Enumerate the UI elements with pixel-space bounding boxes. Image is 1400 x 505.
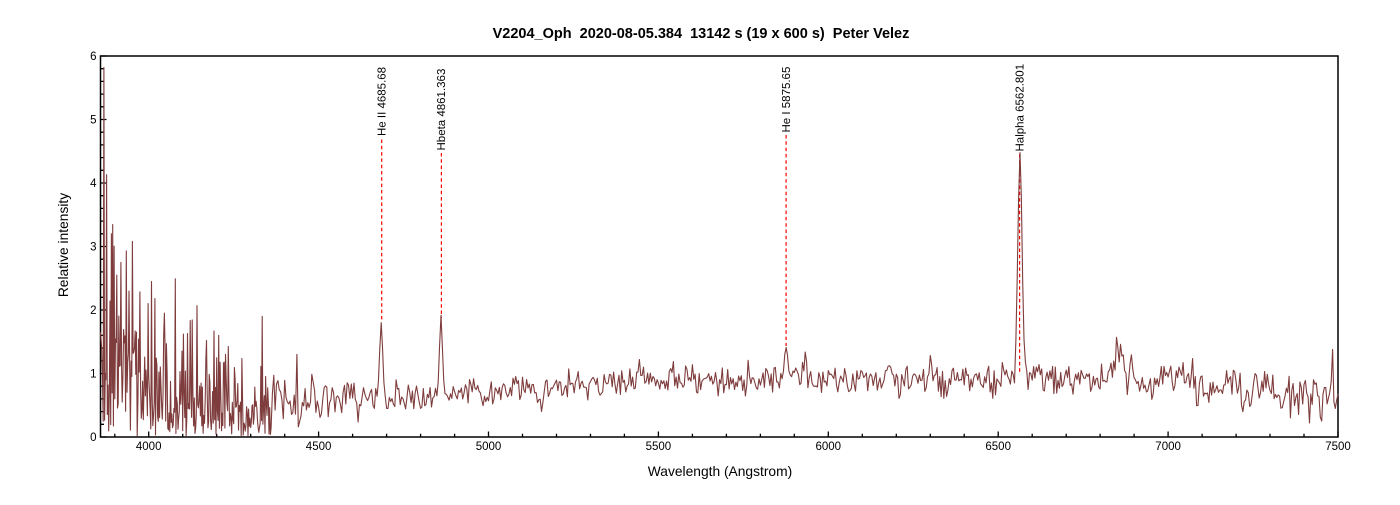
svg-text:0: 0 [90,432,96,444]
svg-text:7500: 7500 [1325,441,1351,453]
svg-text:3: 3 [90,242,96,254]
svg-text:He I 5875.65: He I 5875.65 [781,67,793,133]
svg-text:7000: 7000 [1155,441,1181,453]
svg-text:6: 6 [90,51,96,63]
svg-text:Hbeta 4861.363: Hbeta 4861.363 [436,69,448,151]
svg-text:He II 4685.68: He II 4685.68 [377,67,389,136]
svg-text:1: 1 [90,369,96,381]
svg-text:5500: 5500 [646,441,672,453]
svg-text:6000: 6000 [816,441,842,453]
svg-text:4000: 4000 [136,441,162,453]
svg-text:5: 5 [90,115,96,127]
svg-text:4: 4 [90,178,97,190]
svg-text:2: 2 [90,305,96,317]
svg-text:4500: 4500 [306,441,332,453]
svg-text:V2204_Oph 2020-08-05.384 131: V2204_Oph 2020-08-05.384 13142 s (19 x 6… [493,26,910,42]
svg-text:6500: 6500 [985,441,1011,453]
svg-text:Wavelength (Angstrom): Wavelength (Angstrom) [648,464,792,479]
svg-text:Halpha 6562.801: Halpha 6562.801 [1014,64,1026,152]
svg-text:Relative intensity: Relative intensity [56,193,71,297]
svg-text:5000: 5000 [476,441,502,453]
